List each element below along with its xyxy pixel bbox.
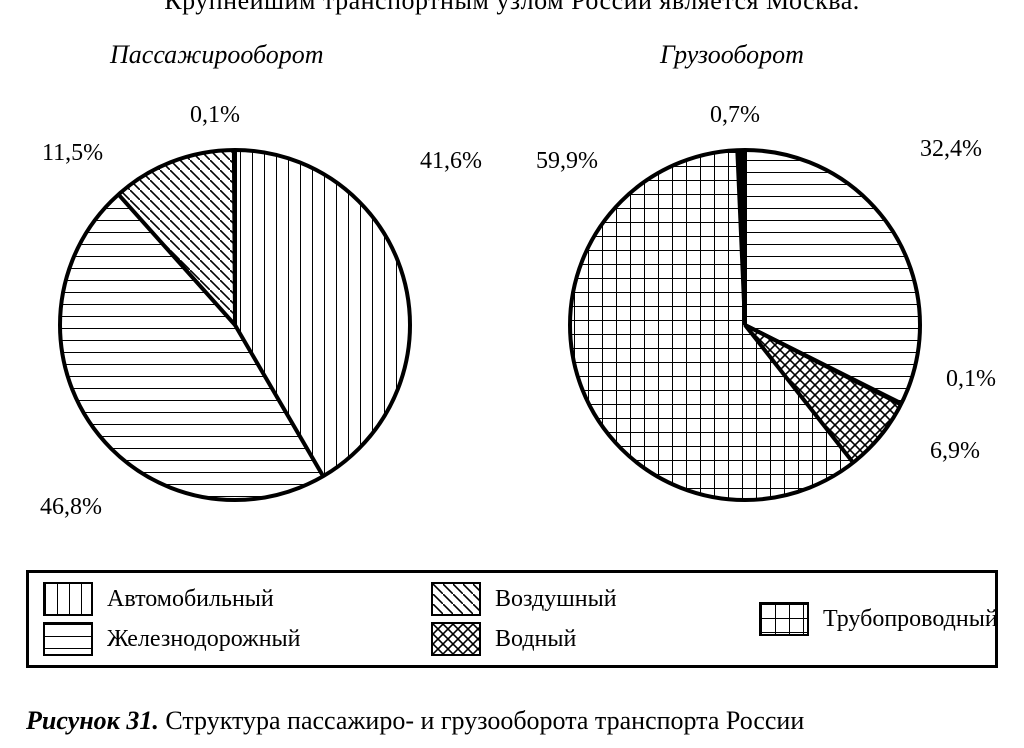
legend-swatch-rail — [43, 622, 93, 656]
figure-number: Рисунок 31. — [26, 706, 159, 735]
pie-label-freight-rail: 32,4% — [920, 136, 982, 163]
legend-swatch-air — [431, 582, 481, 616]
legend-col-2: Воздушный Водный — [417, 573, 745, 665]
pie-label-freight-pipe: 59,9% — [536, 148, 598, 175]
legend-col-1: Автомобильный Железнодорожный — [29, 573, 417, 665]
legend: АвтомобильныйЖелезнодорожный ВоздушныйВо… — [26, 570, 998, 668]
pie-label-freight-other: 0,7% — [710, 102, 760, 129]
legend-item-auto: Автомобильный — [43, 582, 403, 616]
legend-label-auto: Автомобильный — [107, 586, 274, 613]
pie-label-passenger-air: 11,5% — [42, 140, 103, 167]
chart-title-passenger: Пассажирооборот — [110, 40, 324, 70]
charts-svg — [0, 40, 1024, 560]
legend-item-water: Водный — [431, 622, 731, 656]
legend-col-3: Трубопроводный — [745, 573, 1012, 665]
chart-title-freight: Грузооборот — [660, 40, 804, 70]
pie-label-passenger-other: 0,1% — [190, 102, 240, 129]
legend-item-air: Воздушный — [431, 582, 731, 616]
pie-label-freight-water: 6,9% — [930, 438, 980, 465]
pie-label-passenger-rail: 46,8% — [40, 494, 102, 521]
legend-label-rail: Железнодорожный — [107, 626, 301, 653]
charts-area: Пассажирооборот Грузооборот 0,1% 41,6% 46,… — [0, 40, 1024, 560]
figure-caption-text: Структура пассажиро- и грузооборота тран… — [165, 706, 804, 735]
legend-swatch-auto — [43, 582, 93, 616]
legend-swatch-water — [431, 622, 481, 656]
figure-caption: Рисунок 31. Структура пассажиро- и грузо… — [26, 706, 804, 736]
legend-item-rail: Железнодорожный — [43, 622, 403, 656]
pie-label-passenger-auto: 41,6% — [420, 148, 482, 175]
legend-item-pipe: Трубопроводный — [759, 602, 998, 636]
legend-label-pipe: Трубопроводный — [823, 606, 998, 633]
legend-label-water: Водный — [495, 626, 576, 653]
legend-swatch-pipe — [759, 602, 809, 636]
legend-label-air: Воздушный — [495, 586, 617, 613]
pie-label-freight-air: 0,1% — [946, 366, 996, 393]
cutoff-heading: Крупнейшим транспортным узлом России явл… — [0, 0, 1024, 16]
